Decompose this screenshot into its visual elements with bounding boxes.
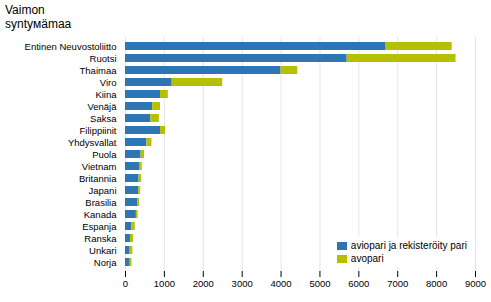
svg-text:Ranska: Ranska xyxy=(84,233,117,244)
svg-text:Puola: Puola xyxy=(92,149,117,160)
svg-text:9000: 9000 xyxy=(465,278,486,289)
svg-text:Thaimaa: Thaimaa xyxy=(80,65,118,76)
html-text:avopari: avopari xyxy=(350,253,384,264)
svg-text:0: 0 xyxy=(123,278,128,289)
svg-text:Espanja: Espanja xyxy=(82,221,117,232)
svg-text:Norja: Norja xyxy=(94,257,117,268)
svg-text:Entinen Neuvostoliitto: Entinen Neuvostoliitto xyxy=(25,41,117,52)
html-text:aviopari ja rekisteröity pari: aviopari ja rekisteröity pari xyxy=(350,240,467,251)
svg-text:Kiina: Kiina xyxy=(95,89,117,100)
svg-text:2000: 2000 xyxy=(193,278,214,289)
svg-text:Venäjä: Venäjä xyxy=(87,101,117,112)
svg-text:Viro: Viro xyxy=(100,77,117,88)
svg-text:Japani: Japani xyxy=(89,185,117,196)
svg-text:Filippiinit: Filippiinit xyxy=(80,125,117,136)
svg-text:6000: 6000 xyxy=(348,278,369,289)
svg-text:8000: 8000 xyxy=(426,278,447,289)
svg-text:Saksa: Saksa xyxy=(90,113,117,124)
svg-text:Brasilia: Brasilia xyxy=(85,197,117,208)
svg-text:Kanada: Kanada xyxy=(84,209,117,220)
svg-text:Unkari: Unkari xyxy=(89,245,116,256)
svg-text:Ruotsi: Ruotsi xyxy=(90,53,117,64)
svg-text:4000: 4000 xyxy=(270,278,291,289)
svg-text:5000: 5000 xyxy=(309,278,330,289)
svg-text:Britannia: Britannia xyxy=(79,173,117,184)
svg-text:3000: 3000 xyxy=(232,278,253,289)
html-text:Vaimon syntyмämaa: Vaimon syntyмämaa xyxy=(5,3,72,31)
svg-text:Yhdysvallat: Yhdysvallat xyxy=(68,137,117,148)
svg-text:1000: 1000 xyxy=(154,278,175,289)
svg-text:7000: 7000 xyxy=(387,278,408,289)
svg-text:Vietnam: Vietnam xyxy=(82,161,117,172)
